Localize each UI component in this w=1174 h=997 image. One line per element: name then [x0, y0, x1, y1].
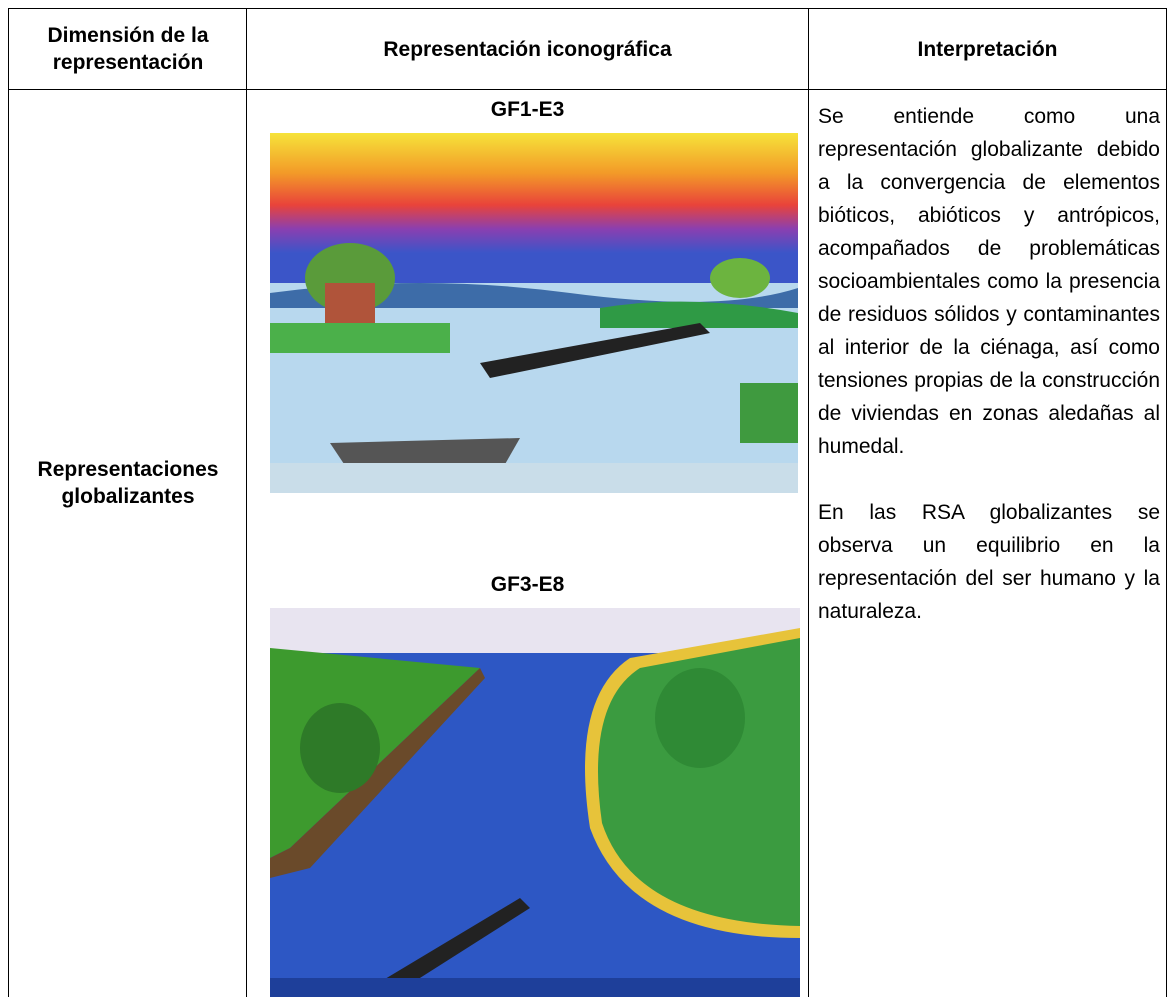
drawing-image: [270, 608, 800, 997]
image-label: GF3-E8: [490, 573, 565, 596]
table-border: [246, 8, 247, 997]
header-cell: Representación iconográfica: [383, 37, 672, 61]
table-border: [8, 89, 1167, 90]
drawing-image: [270, 133, 798, 493]
dimension-cell: Representaciones globalizantes: [37, 458, 219, 508]
paragraph: Se entiende como una representación glob…: [818, 105, 1160, 458]
header-cell: Dimensión de la representación: [47, 24, 209, 74]
table-border: [8, 8, 1167, 9]
table-border: [1166, 8, 1167, 997]
paragraph: En las RSA globalizantes se observa un e…: [818, 501, 1160, 623]
header-cell: Interpretación: [917, 37, 1058, 61]
image-label: GF1-E3: [490, 98, 565, 121]
table-border: [808, 8, 809, 997]
table-border: [8, 8, 9, 997]
interpretation-cell: Se entiende como una representación glob…: [818, 100, 1160, 661]
